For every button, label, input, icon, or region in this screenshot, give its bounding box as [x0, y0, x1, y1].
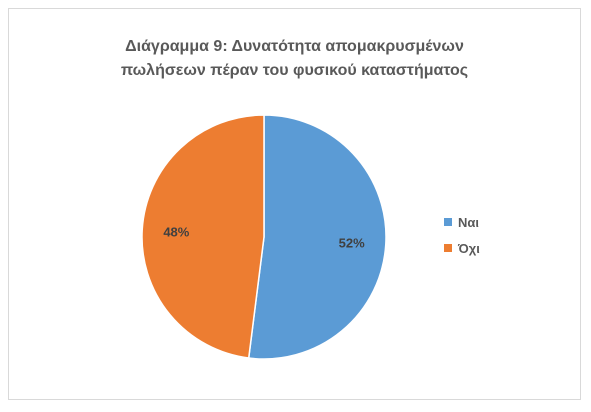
pie-chart: 52% 48% — [141, 114, 387, 360]
legend-swatch-yes — [444, 218, 452, 226]
legend-item-yes: Ναι — [444, 209, 480, 235]
chart-title-line-2: πωλήσεων πέραν του φυσικού καταστήματος — [120, 62, 469, 79]
legend-label-yes: Ναι — [458, 214, 479, 230]
chart-title-line-1: Διάγραμμα 9: Δυνατότητα απομακρυσμένων — [125, 38, 464, 55]
legend-label-no: Όχι — [458, 240, 480, 256]
chart-area: Διάγραμμα 9: Δυνατότητα απομακρυσμένων π… — [8, 8, 581, 400]
legend-item-no: Όχι — [444, 235, 480, 261]
pie-slice-no — [141, 114, 265, 359]
legend: Ναι Όχι — [444, 209, 480, 261]
pie-slice-yes — [247, 114, 387, 360]
data-label-no: 48% — [163, 224, 189, 239]
pie-data-labels: 52% 48% — [163, 224, 365, 250]
chart-title: Διάγραμμα 9: Δυνατότητα απομακρυσμένων π… — [9, 35, 580, 83]
pie-slices — [141, 114, 387, 360]
legend-swatch-no — [444, 244, 452, 252]
data-label-yes: 52% — [339, 236, 365, 251]
